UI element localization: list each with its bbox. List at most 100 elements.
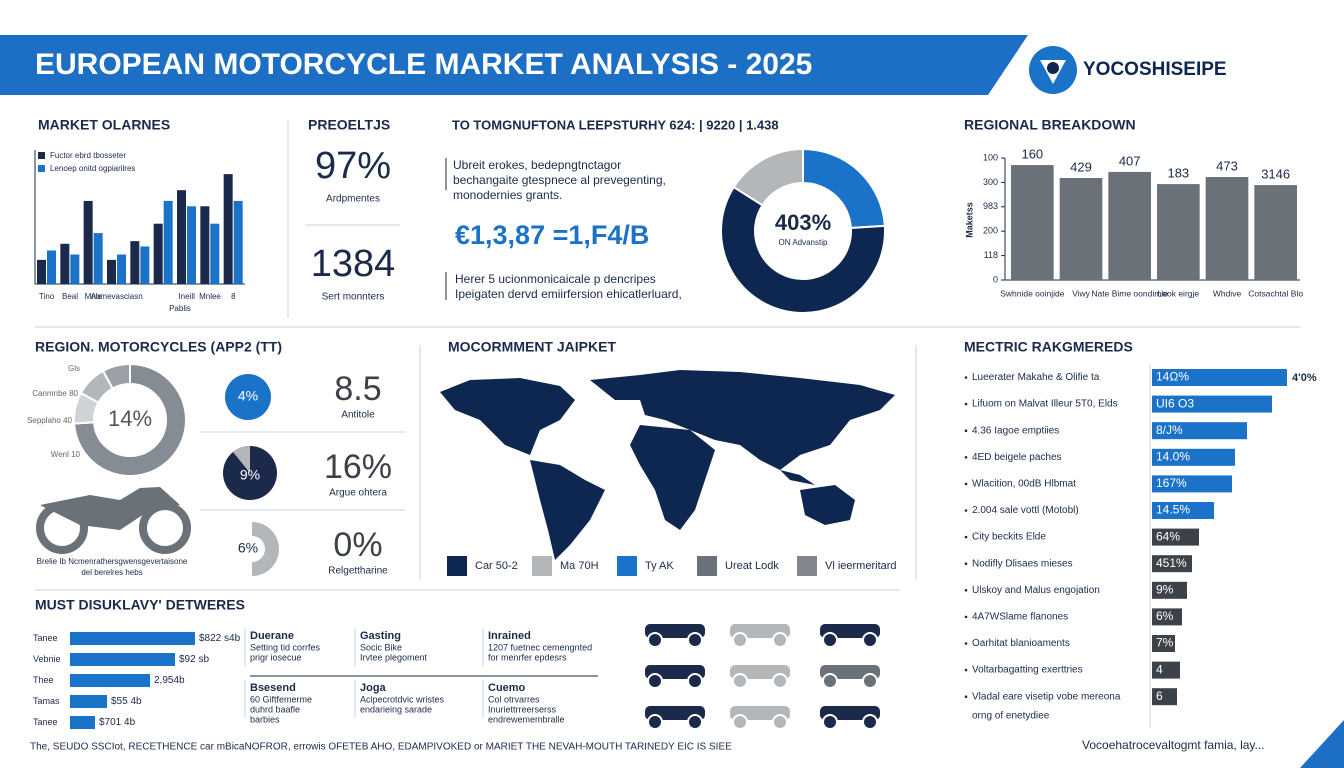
bar xyxy=(177,190,186,284)
section-title: MUST DISUKLAVY' DETWERES xyxy=(35,597,245,613)
bar xyxy=(1205,177,1249,280)
bar xyxy=(130,241,140,284)
header-banner xyxy=(0,35,1028,95)
bar-label: 8/J% xyxy=(1156,423,1183,437)
legend-label: Fuctor ebrd tbosseter xyxy=(50,151,126,160)
bar-label: 407 xyxy=(1119,153,1141,168)
stat-value: 1384 xyxy=(311,243,396,285)
bar-label: 14.0% xyxy=(1156,449,1190,463)
bar xyxy=(153,223,163,284)
mini-arc xyxy=(252,522,279,576)
y-tick-label: Vladal eare visetip vobe mereona xyxy=(972,691,1121,702)
bar xyxy=(1152,422,1247,440)
column-head: Gasting xyxy=(360,630,401,642)
body-text: Ubreit erokes, bedepngtnctagor xyxy=(453,158,621,172)
bar xyxy=(47,250,56,284)
legend-swatch xyxy=(697,556,717,576)
legend-label: Vl ieermeritard xyxy=(825,560,897,572)
pie-slice xyxy=(720,185,886,314)
bar xyxy=(1152,635,1175,652)
bar xyxy=(1152,475,1232,493)
pie-slice xyxy=(101,362,131,390)
vehicle-wheel xyxy=(862,673,878,689)
y-tick-label: Thee xyxy=(33,675,54,685)
y-tick-label: 200 xyxy=(983,226,998,236)
section-title: MOCORMMENT JAIPKET xyxy=(448,339,616,355)
vehicle-wheel xyxy=(732,673,748,689)
vehicle-wheel xyxy=(732,632,748,648)
column-head: Joga xyxy=(360,682,387,694)
bullet xyxy=(964,668,968,672)
bar-label: 64% xyxy=(1156,529,1180,543)
body-text: Ipeigaten dervd emiirfersion ehicatlerlu… xyxy=(455,287,682,301)
x-tick-label: Tino xyxy=(39,292,55,301)
vehicle-wheel xyxy=(687,714,703,730)
bullet xyxy=(964,642,968,645)
bar-label: 167% xyxy=(1156,476,1187,490)
amount: €1,3,87 =1,F4/B xyxy=(455,220,649,250)
y-tick-label: 4ED beigele paches xyxy=(972,452,1062,463)
bar-label: 473 xyxy=(1216,158,1238,173)
legend-label: Ma 70H xyxy=(560,560,599,572)
vehicle-wheel xyxy=(647,714,663,730)
column-text: Col otrvarres xyxy=(488,694,540,704)
legend-label: Car 50-2 xyxy=(475,560,518,572)
y-tick-label: Ulskoy and Malus engojation xyxy=(972,585,1100,596)
bar-label: 3146 xyxy=(1261,167,1290,182)
stat-label: Argue ohtera xyxy=(329,488,387,499)
bullet xyxy=(964,402,968,406)
section-title: TO TOMGNUFTONA LEEPSTURHY 624: | 9220 | … xyxy=(452,117,779,132)
bar-label: 451% xyxy=(1156,556,1187,570)
bar xyxy=(1152,581,1187,599)
y-tick-label: 4.36 Iagoe emptiies xyxy=(972,425,1059,436)
bar-label: 7% xyxy=(1156,636,1174,650)
column-text: Inuriettrreerserss xyxy=(488,704,557,714)
column-text: for menrfer epdesrs xyxy=(488,652,567,662)
y-tick-label: 100 xyxy=(983,152,998,162)
bar xyxy=(1152,369,1287,386)
bar-label: $55 4b xyxy=(111,696,142,707)
bar xyxy=(70,632,195,645)
legend-label: Ureat Lodk xyxy=(725,560,779,572)
legend-label: Lenoep onitd ogpiarilres xyxy=(50,164,135,173)
logo xyxy=(1029,46,1077,94)
stat-label: Antitole xyxy=(341,410,375,421)
caption: Brelie Ib Ncmenrathersgwensgevertaisone xyxy=(37,557,188,566)
x-tick-label: Swhnide ooinjide xyxy=(1000,288,1065,298)
x-tick-label: Mnlee xyxy=(199,292,221,301)
bar xyxy=(70,674,150,687)
pie-slice xyxy=(732,147,804,207)
column-text: duhrd baafle xyxy=(250,704,300,714)
y-tick-label: Lueerater Makahe & Olifie ta xyxy=(972,372,1100,383)
legend-swatch xyxy=(38,152,45,159)
bar xyxy=(1152,688,1177,706)
x-tick-label: Cotsachtal Blo xyxy=(1248,288,1303,298)
y-tick-label: Lifuom on Malvat Illeur 5T0, Elds xyxy=(972,399,1118,410)
axis-title: Maketss xyxy=(964,202,974,238)
y-tick-label: Tanee xyxy=(33,717,58,727)
legend-swatch xyxy=(447,556,467,576)
column-head: Cuemo xyxy=(488,682,526,694)
vehicle-icons xyxy=(645,624,880,730)
x-tick-label: Look eirgje xyxy=(1158,288,1200,298)
y-tick-label: Voltarbagatting exerttries xyxy=(972,665,1083,676)
corner-accent xyxy=(1300,720,1344,768)
column-head: Duerane xyxy=(250,630,294,642)
x-tick-label: Ineill xyxy=(178,292,195,301)
bar xyxy=(1152,555,1192,573)
y-tick-label: City beckits Elde xyxy=(972,532,1046,543)
bullet xyxy=(964,376,968,379)
bullet xyxy=(964,615,968,619)
bar xyxy=(107,259,116,284)
column-text: prigr iosecue xyxy=(250,652,302,662)
legend-swatch xyxy=(532,556,552,576)
column-text: Irvtee plegoment xyxy=(360,652,428,662)
bullet xyxy=(964,589,968,592)
bar xyxy=(1152,608,1182,626)
bar-label: 6% xyxy=(1156,609,1174,623)
caption: del berelres hebs xyxy=(81,568,142,577)
y-tick-label: Tanee xyxy=(33,633,58,643)
pie-center: 14% xyxy=(108,406,152,431)
bar-label: $92 sb xyxy=(179,654,209,665)
